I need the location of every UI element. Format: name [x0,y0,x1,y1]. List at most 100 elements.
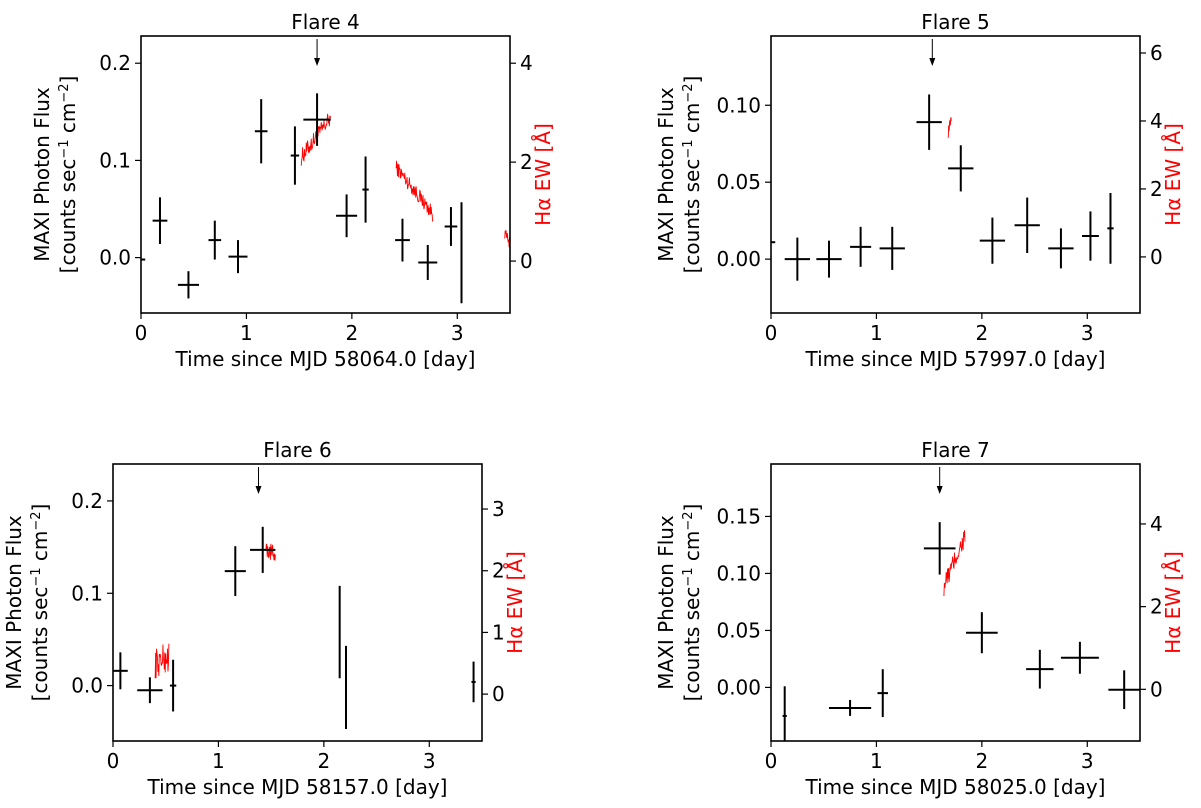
y-left-tick-label: 0.0 [71,674,103,698]
maxi-series [113,526,476,729]
svg-text:[counts sec−1 cm−2]: [counts sec−1 cm−2] [680,504,704,702]
maxi-point [250,526,276,573]
maxi-point [224,546,246,597]
maxi-point [254,99,268,164]
svg-text:[counts sec−1 cm−2]: [counts sec−1 cm−2] [56,76,80,274]
x-axis-label: Time since MJD 58064.0 [day] [175,347,476,371]
maxi-point [850,226,872,267]
x-axis-label: Time since MJD 58157.0 [day] [147,775,448,799]
maxi-point [418,244,438,280]
maxi-point [113,652,128,690]
panel-flare-6: 0 1 2 3 0.0 0.1 0.2 0 1 2 3 Flare 6 Time since MJD 5… [2,438,527,799]
x-tick-label: 3 [1081,321,1094,345]
chart-title: Flare 7 [921,438,990,462]
x-axis-label: Time since MJD 58025.0 [day] [805,775,1106,799]
maxi-point [879,226,905,270]
panel-flare-7: 0 1 2 3 0.00 0.05 0.10 0.15 0 2 4 Flare 7 Time since… [654,438,1185,799]
y-right-tick-label: 4 [1150,109,1163,133]
maxi-point [1014,197,1040,253]
maxi-point [979,217,1006,264]
y-right-tick-label: 2 [492,559,505,583]
svg-text:[counts sec−1 cm−2]: [counts sec−1 cm−2] [680,76,704,274]
y-right-tick-label: 6 [1150,41,1163,65]
maxi-series [141,93,463,304]
svg-text:MAXI Photon Flux: MAXI Photon Flux [654,515,678,690]
y-right-axis-label: Hα EW [Å] [503,551,527,654]
plot-frame [112,463,483,742]
x-tick-label: 2 [317,749,330,773]
svg-text:MAXI Photon Flux: MAXI Photon Flux [654,87,678,262]
y-left-axis-label: MAXI Photon Flux [counts sec−1 cm−2] [2,504,52,702]
y-left-tick-label: 0.00 [716,675,761,699]
halpha-series [300,113,510,248]
maxi-point [471,661,476,703]
maxi-point [395,218,410,262]
flare-peak-arrow [314,39,321,66]
y-right-tick-label: 1 [492,620,505,644]
x-tick-label: 3 [1081,749,1094,773]
svg-text:MAXI Photon Flux: MAXI Photon Flux [30,87,54,262]
flare-peak-arrow [255,467,262,494]
y-left-tick-label: 0.0 [99,246,131,270]
chart-title: Flare 6 [263,438,332,462]
x-tick-label: 0 [765,749,778,773]
y-left-tick-label: 0.05 [716,170,761,194]
x-tick-label: 0 [765,321,778,345]
halpha-spectrum-line [395,160,434,223]
maxi-point [877,669,889,718]
x-tick-label: 0 [135,321,148,345]
maxi-point [290,126,300,185]
y-right-axis-label: Hα EW [Å] [531,123,555,226]
y-right-tick-label: 0 [492,682,505,706]
chart-title: Flare 4 [291,10,360,34]
halpha-spectrum-line [943,530,966,597]
maxi-point [784,237,811,281]
maxi-point [362,156,369,223]
maxi-point [169,659,177,712]
y-right-tick-label: 0 [1150,245,1163,269]
y-right-tick-label: 4 [1150,512,1163,536]
y-left-tick-label: 0.1 [71,581,103,605]
x-tick-label: 2 [975,749,988,773]
maxi-point [816,240,842,278]
maxi-series [771,94,1114,281]
halpha-series [943,530,966,597]
x-tick-label: 3 [451,321,464,345]
maxi-point [916,94,942,150]
y-right-tick-label: 3 [492,497,505,521]
svg-text:MAXI Photon Flux: MAXI Photon Flux [2,515,26,690]
maxi-point [208,220,222,260]
y-right-tick-label: 0 [1150,677,1163,701]
maxi-point [177,271,199,299]
halpha-spectrum-line [504,230,510,248]
y-right-axis-label: Hα EW [Å] [1161,551,1185,654]
maxi-point [828,699,872,716]
y-left-axis-label: MAXI Photon Flux [counts sec−1 cm−2] [30,76,80,274]
y-left-axis-label: MAXI Photon Flux [counts sec−1 cm−2] [654,504,704,702]
plot-frame [770,463,1141,742]
svg-text:[counts sec−1 cm−2]: [counts sec−1 cm−2] [28,504,52,702]
halpha-spectrum-line [265,543,276,561]
maxi-point [1107,192,1114,264]
y-left-tick-label: 0.1 [99,148,131,172]
panel-flare-5: 0 1 2 3 0.00 0.05 0.10 0 2 4 6 Flare 5 Time since MJ… [654,10,1185,371]
maxi-point [948,145,974,192]
maxi-point [1026,649,1054,689]
halpha-spectrum-line [947,117,952,138]
flare-peak-arrow [936,467,943,494]
maxi-series [782,522,1140,741]
maxi-point [137,677,163,704]
panel-flare-4: 0 1 2 3 0.0 0.1 0.2 0 2 4 Flare 4 Time since MJD 58… [30,10,555,371]
y-left-tick-label: 0.10 [716,561,761,585]
y-right-tick-label: 4 [520,51,533,75]
halpha-series [154,543,276,679]
plot-frame [770,35,1141,314]
x-axis-label: Time since MJD 57997.0 [day] [805,347,1106,371]
y-left-tick-label: 0.2 [99,51,131,75]
halpha-spectrum-line [300,113,332,166]
halpha-spectrum-line [154,643,170,679]
y-left-tick-label: 0.2 [71,489,103,513]
y-left-tick-label: 0.15 [716,504,761,528]
y-right-tick-label: 2 [520,150,533,174]
